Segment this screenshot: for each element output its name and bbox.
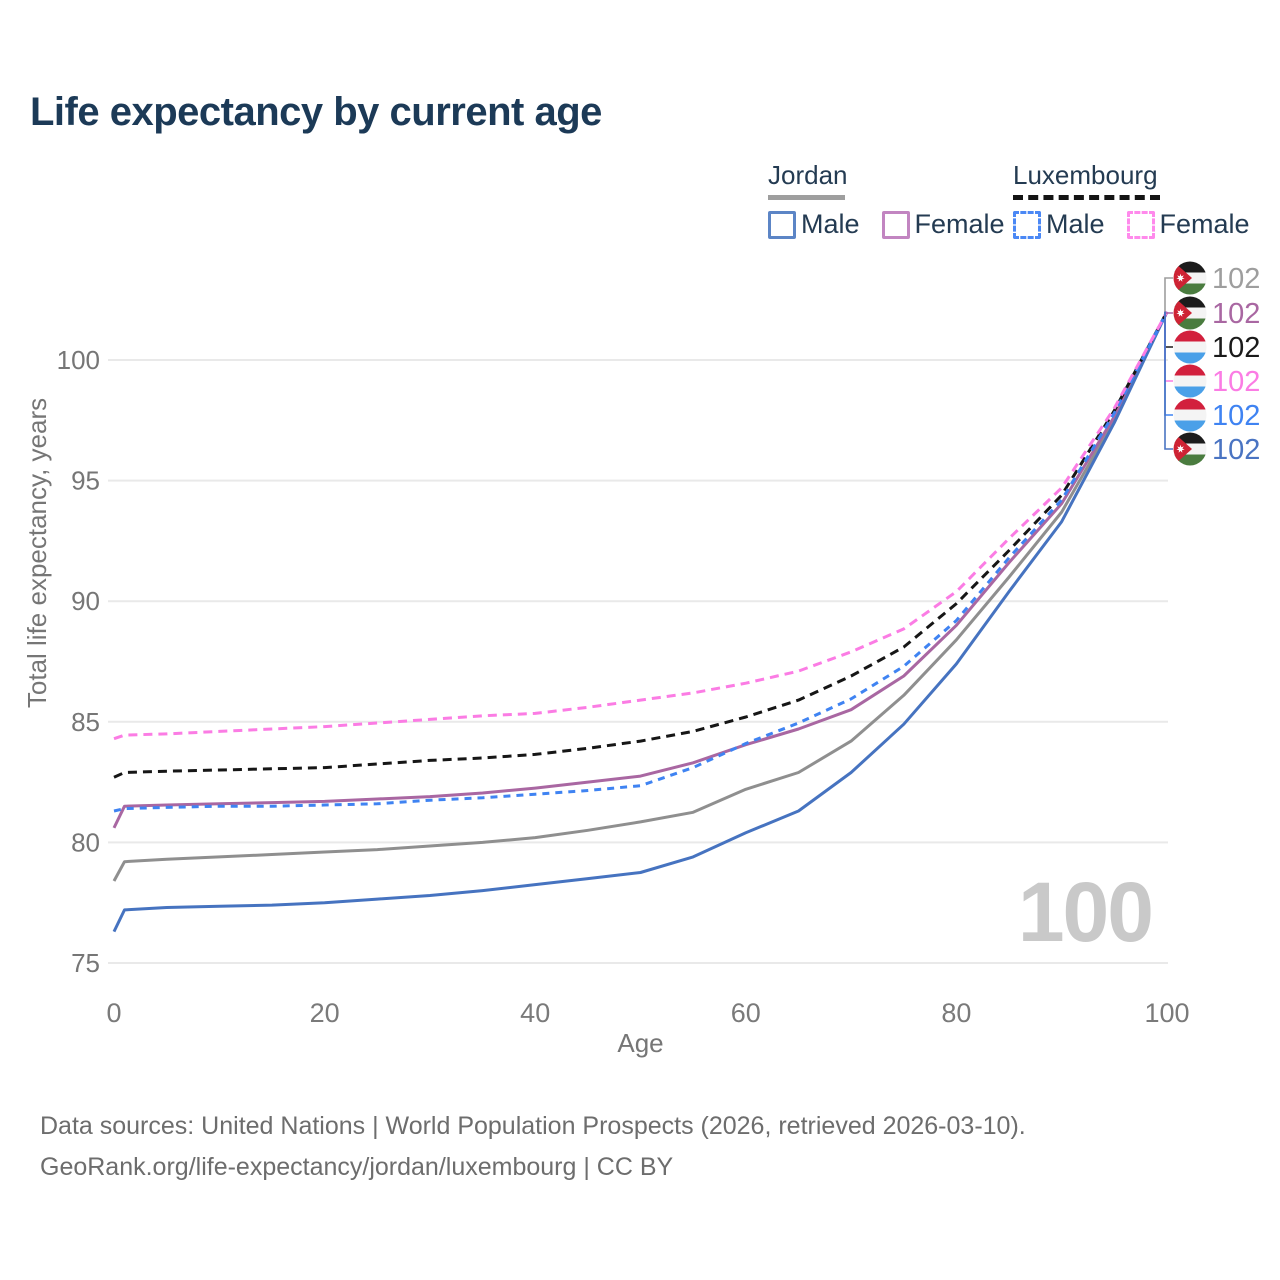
y-axis-title: Total life expectancy, years [22, 398, 52, 708]
series-line-jordan-male [112, 311, 1169, 933]
legend-item-label: Male [801, 209, 860, 239]
flag-jordan-icon [1173, 432, 1207, 466]
series-line-jordan-total [112, 311, 1169, 882]
legend-country-label: Jordan [768, 160, 848, 190]
luxembourg-total-line-swatch [1013, 195, 1160, 200]
leader-line [1164, 311, 1173, 416]
legend-item-label: Male [1046, 209, 1105, 239]
x-tick-label: 80 [941, 998, 971, 1028]
x-tick-label: 0 [106, 998, 121, 1028]
flag-jordan-icon [1173, 296, 1207, 330]
series-line-lux-male [113, 311, 1169, 813]
end-value-label: 102 [1212, 332, 1260, 364]
age-counter-watermark: 100 [1018, 865, 1152, 959]
y-tick-label: 90 [71, 586, 100, 616]
legend-country-label: Luxembourg [1013, 160, 1158, 190]
leader-line [1164, 311, 1173, 450]
y-tick-label: 80 [71, 827, 100, 857]
footer-sources-line: Data sources: United Nations | World Pop… [40, 1112, 1026, 1140]
y-tick-label: 75 [71, 948, 100, 978]
leader-line [1164, 311, 1173, 348]
end-value-label: 102 [1212, 400, 1260, 432]
end-value-label: 102 [1212, 298, 1260, 330]
legend-group-jordan: Jordan Male Female [768, 160, 1027, 240]
y-tick-label: 95 [71, 466, 100, 496]
y-tick-label: 100 [57, 345, 100, 375]
leader-line [1164, 277, 1173, 312]
flag-luxembourg-icon [1173, 364, 1207, 398]
flag-luxembourg-icon [1173, 330, 1207, 364]
legend-item-label: Female [1159, 209, 1250, 239]
x-axis-title: Age [617, 1028, 663, 1058]
jordan-total-line-swatch [768, 195, 845, 200]
legend-item-label: Female [914, 209, 1005, 239]
end-value-label: 102 [1212, 366, 1260, 398]
x-tick-label: 60 [731, 998, 761, 1028]
end-value-label: 102 [1212, 263, 1260, 295]
x-tick-label: 20 [310, 998, 340, 1028]
y-tick-label: 85 [71, 707, 100, 737]
luxembourg-male-swatch-icon [1013, 210, 1041, 239]
flag-luxembourg-icon [1173, 398, 1207, 432]
jordan-female-swatch-icon [881, 210, 910, 239]
x-tick-label: 40 [520, 998, 550, 1028]
legend-group-luxembourg: Luxembourg Male Female [1013, 160, 1272, 240]
series-line-jordan-female [112, 311, 1169, 829]
chart-title: Life expectancy by current age [30, 90, 602, 134]
data-source-footer: Data sources: United Nations | World Pop… [40, 1106, 1026, 1188]
series-line-lux-total [113, 311, 1169, 779]
footer-attribution-line: GeoRank.org/life-expectancy/jordan/luxem… [40, 1153, 674, 1181]
luxembourg-female-swatch-icon [1126, 210, 1155, 239]
flag-jordan-icon [1173, 261, 1207, 295]
end-value-label: 102 [1212, 434, 1260, 466]
jordan-male-swatch-icon [768, 210, 796, 239]
series-line-lux-female [113, 311, 1169, 741]
x-tick-label: 100 [1144, 998, 1189, 1028]
